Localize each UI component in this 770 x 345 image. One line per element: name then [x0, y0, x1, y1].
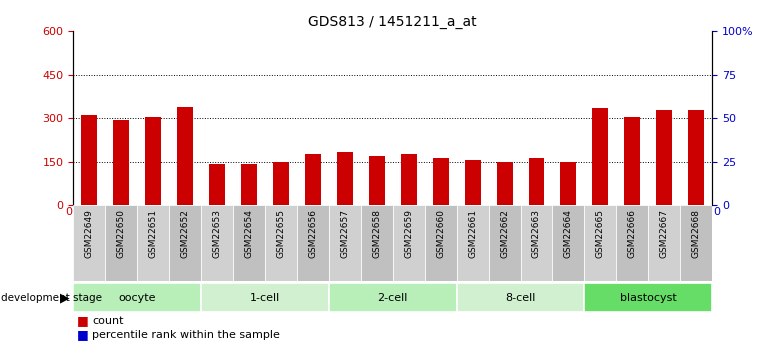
- Bar: [265, 205, 296, 281]
- Bar: [584, 283, 712, 312]
- Bar: [584, 205, 617, 281]
- Bar: [656, 110, 672, 205]
- Bar: [297, 205, 329, 281]
- Bar: [73, 283, 201, 312]
- Text: development stage: development stage: [1, 293, 102, 303]
- Bar: [592, 108, 608, 205]
- Bar: [553, 205, 584, 281]
- Bar: [457, 205, 488, 281]
- Text: GSM22666: GSM22666: [628, 209, 637, 258]
- Text: blastocyst: blastocyst: [620, 293, 677, 303]
- Text: 0: 0: [713, 207, 720, 217]
- Bar: [73, 205, 105, 281]
- Bar: [113, 120, 129, 205]
- Bar: [624, 117, 641, 205]
- Bar: [201, 283, 329, 312]
- Text: GSM22656: GSM22656: [308, 209, 317, 258]
- Bar: [329, 283, 457, 312]
- Text: GSM22664: GSM22664: [564, 209, 573, 258]
- Bar: [433, 158, 449, 205]
- Bar: [369, 157, 385, 205]
- Bar: [528, 158, 544, 205]
- Bar: [425, 205, 457, 281]
- Text: oocyte: oocyte: [119, 293, 156, 303]
- Text: GSM22661: GSM22661: [468, 209, 477, 258]
- Bar: [201, 205, 233, 281]
- Text: GSM22660: GSM22660: [436, 209, 445, 258]
- Bar: [241, 164, 257, 205]
- Text: 1-cell: 1-cell: [249, 293, 280, 303]
- Bar: [233, 205, 265, 281]
- Text: GSM22667: GSM22667: [660, 209, 669, 258]
- Bar: [561, 162, 577, 205]
- Bar: [488, 205, 521, 281]
- Bar: [521, 205, 553, 281]
- Bar: [457, 283, 584, 312]
- Bar: [617, 205, 648, 281]
- Bar: [360, 205, 393, 281]
- Bar: [648, 205, 681, 281]
- Text: ■: ■: [77, 328, 89, 341]
- Bar: [145, 117, 161, 205]
- Bar: [688, 110, 705, 205]
- Bar: [105, 205, 137, 281]
- Text: GSM22655: GSM22655: [276, 209, 286, 258]
- Text: GSM22658: GSM22658: [372, 209, 381, 258]
- Bar: [400, 155, 417, 205]
- Title: GDS813 / 1451211_a_at: GDS813 / 1451211_a_at: [309, 14, 477, 29]
- Bar: [273, 162, 289, 205]
- Text: ▶: ▶: [60, 291, 69, 304]
- Text: 0: 0: [65, 207, 72, 217]
- Text: GSM22654: GSM22654: [244, 209, 253, 258]
- Text: GSM22659: GSM22659: [404, 209, 413, 258]
- Bar: [681, 205, 712, 281]
- Text: percentile rank within the sample: percentile rank within the sample: [92, 330, 280, 339]
- Text: GSM22663: GSM22663: [532, 209, 541, 258]
- Bar: [497, 162, 513, 205]
- Bar: [393, 205, 425, 281]
- Text: GSM22668: GSM22668: [691, 209, 701, 258]
- Bar: [305, 155, 321, 205]
- Bar: [177, 107, 193, 205]
- Text: GSM22652: GSM22652: [180, 209, 189, 258]
- Text: GSM22649: GSM22649: [85, 209, 94, 258]
- Text: 8-cell: 8-cell: [505, 293, 536, 303]
- Text: GSM22653: GSM22653: [213, 209, 222, 258]
- Bar: [336, 151, 353, 205]
- Text: ■: ■: [77, 314, 89, 327]
- Bar: [209, 164, 225, 205]
- Text: GSM22657: GSM22657: [340, 209, 350, 258]
- Text: count: count: [92, 316, 124, 326]
- Bar: [137, 205, 169, 281]
- Text: GSM22651: GSM22651: [149, 209, 158, 258]
- Text: GSM22650: GSM22650: [116, 209, 126, 258]
- Text: GSM22662: GSM22662: [500, 209, 509, 258]
- Text: 2-cell: 2-cell: [377, 293, 408, 303]
- Bar: [329, 205, 360, 281]
- Bar: [169, 205, 201, 281]
- Bar: [464, 160, 480, 205]
- Text: GSM22665: GSM22665: [596, 209, 605, 258]
- Bar: [81, 115, 97, 205]
